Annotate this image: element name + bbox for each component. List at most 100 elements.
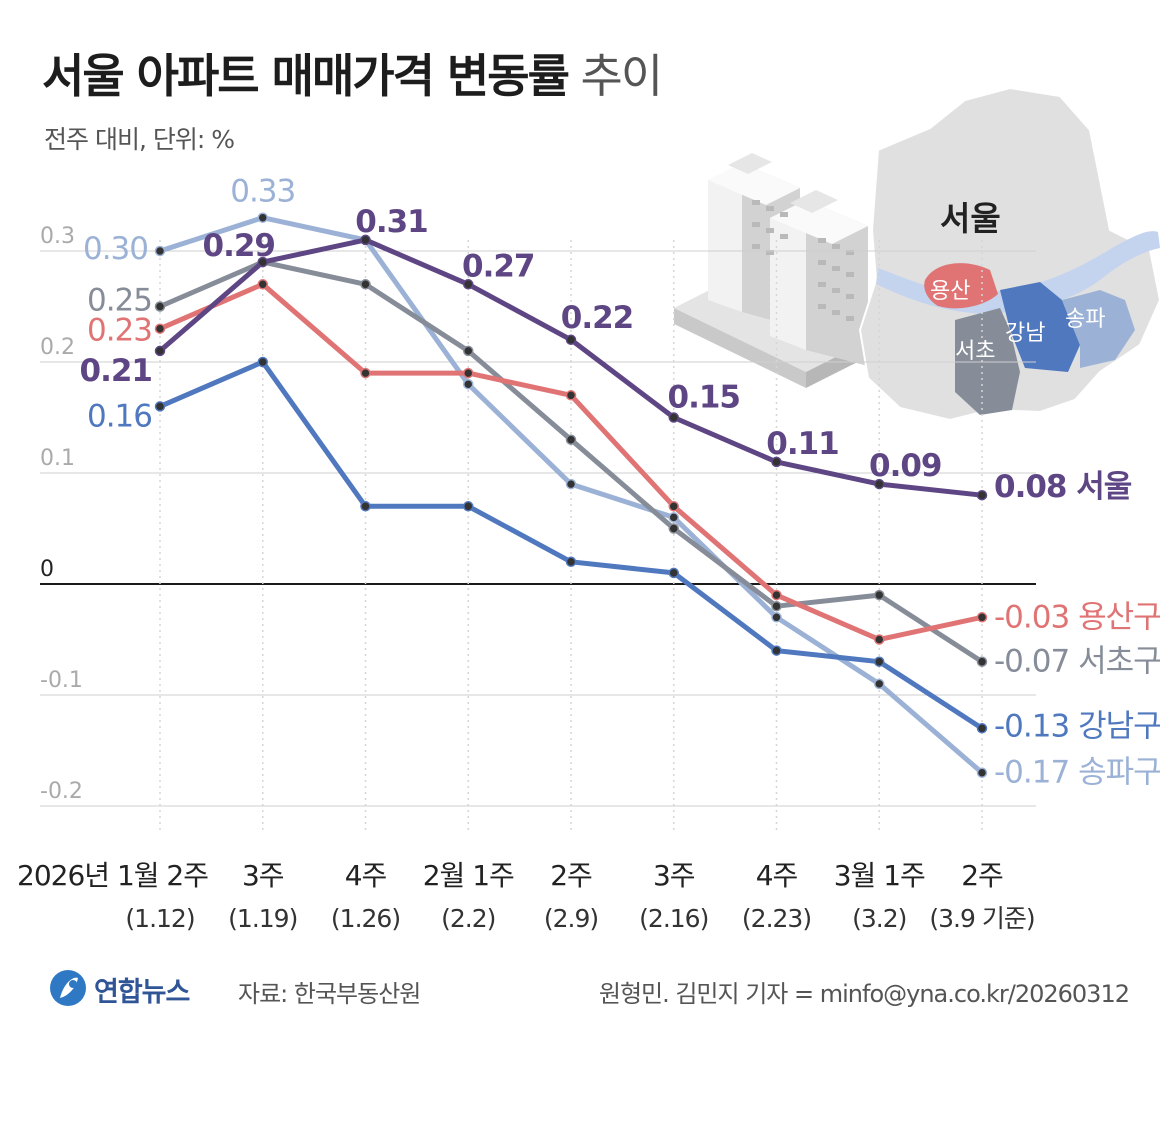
data-point	[257, 356, 268, 368]
data-point	[463, 378, 474, 390]
data-point	[874, 656, 885, 667]
x-tick-label: 3월 1주	[834, 859, 925, 892]
data-point	[976, 656, 988, 667]
x-date-label: (2.2)	[441, 904, 495, 933]
series-end-label: -0.13 강남구	[994, 708, 1161, 744]
x-axis: 2026년 1월 2주 (1.12) 3주 (1.19) 4주 (1.26) 2월 1주 (2…	[17, 859, 1036, 933]
data-label: 0.27	[462, 248, 535, 284]
data-point	[668, 567, 679, 579]
data-point	[771, 612, 782, 623]
data-point	[463, 279, 474, 290]
x-tick-label: 2026년 1월 2주	[17, 859, 208, 892]
data-point	[976, 612, 988, 623]
data-point	[874, 478, 885, 490]
y-axis: 0.3 0.2 0.1 0 -0.1 -0.2	[40, 224, 83, 804]
x-date-label: (2.16)	[639, 904, 708, 933]
x-date-label: (3.2)	[852, 904, 906, 933]
data-point	[565, 556, 577, 568]
y-tick-label: 0.1	[40, 446, 75, 471]
chart-title-suffix: 추이	[580, 49, 664, 103]
data-label: 0.33	[230, 174, 295, 210]
data-point	[976, 767, 988, 778]
data-label: 0.21	[80, 353, 153, 389]
x-date-label: (1.26)	[331, 904, 400, 933]
series-서초구: 0.25 -0.07 서초구	[87, 256, 1162, 680]
data-point	[360, 501, 371, 512]
data-point	[976, 489, 988, 501]
data-label: 0.25	[87, 283, 152, 319]
data-point	[463, 501, 474, 512]
series-송파구: 0.30 0.33 -0.17 송파구	[83, 174, 1162, 791]
data-point	[565, 478, 577, 490]
x-date-label: (2.23)	[742, 904, 811, 933]
data-point	[154, 323, 166, 334]
data-point	[154, 401, 166, 412]
x-tick-label: 2주	[550, 859, 592, 892]
data-label: 0.16	[87, 398, 152, 434]
data-label: 0.22	[561, 300, 634, 336]
y-tick-label: 0.3	[40, 224, 75, 249]
x-tick-label: 2월 1주	[423, 859, 514, 892]
data-point	[565, 434, 577, 445]
x-tick-label: 3주	[242, 859, 284, 892]
data-point	[668, 512, 679, 523]
seoul-map-illustration: 서울 용산 서초 강남 송파	[858, 86, 1162, 422]
data-point	[771, 456, 782, 468]
series-end-label: -0.03 용산구	[994, 599, 1161, 635]
footer-source: 자료: 한국부동산원	[238, 980, 421, 1008]
y-tick-label: 0	[40, 557, 54, 582]
x-tick-label: 2주	[961, 859, 1003, 892]
y-tick-label: 0.2	[40, 335, 75, 360]
x-date-label: (3.9 기준)	[929, 904, 1034, 933]
series-용산구: 0.23 -0.03 용산구	[87, 279, 1162, 645]
map-label-songpa: 송파	[1065, 307, 1105, 332]
series-end-label: -0.17 송파구	[994, 755, 1161, 791]
x-date-label: (2.9)	[544, 904, 598, 933]
map-label-seoul: 서울	[940, 199, 1001, 238]
series-서울: 0.21 0.29 0.31 0.27 0.22 0.15 0.11 0.09 0.08 서울	[80, 204, 1133, 505]
map-label-yongsan: 용산	[930, 279, 970, 304]
data-point	[771, 589, 782, 601]
data-point	[668, 523, 679, 534]
x-tick-label: 4주	[756, 859, 798, 892]
data-point	[668, 412, 679, 423]
data-point	[771, 645, 782, 656]
data-point	[257, 256, 268, 268]
series-end-label: -0.07 서초구	[994, 644, 1161, 680]
data-point	[154, 345, 166, 357]
series-end-label: 0.08 서울	[994, 469, 1132, 505]
chart-subtitle: 전주 대비, 단위: %	[44, 125, 235, 154]
data-point	[565, 334, 577, 346]
data-point	[463, 345, 474, 357]
chart-title: 서울 아파트 매매가격 변동률 추이	[42, 40, 664, 106]
y-tick-label: -0.2	[40, 779, 83, 804]
data-point	[874, 589, 885, 601]
data-label: 0.30	[83, 231, 148, 267]
data-point	[874, 634, 885, 645]
footer-credit: 원형민. 김민지 기자 = minfo@yna.co.kr/20260312	[598, 980, 1130, 1008]
data-point	[771, 600, 782, 612]
data-label: 0.29	[203, 228, 276, 264]
x-tick-label: 3주	[653, 859, 695, 892]
chart-title-main: 서울 아파트 매매가격 변동률	[42, 49, 570, 103]
data-label: 0.09	[869, 448, 942, 484]
chart-grid	[40, 240, 1036, 830]
footer-brand: 연합뉴스	[94, 977, 190, 1008]
data-label: 0.11	[766, 426, 839, 462]
x-tick-label: 4주	[345, 859, 387, 892]
data-point	[565, 390, 577, 401]
series-강남구: 0.16 -0.13 강남구	[87, 356, 1162, 744]
data-point	[463, 367, 474, 379]
map-label-gangnam: 강남	[1005, 321, 1045, 346]
data-point	[360, 234, 371, 246]
data-label: 0.15	[668, 380, 741, 416]
map-label-seocho: 서초	[955, 339, 995, 364]
apartment-buildings-illustration	[674, 153, 905, 388]
x-date-label: (1.19)	[228, 904, 297, 933]
data-point	[154, 245, 166, 257]
data-point	[668, 501, 679, 512]
chart-series: 0.30 0.33 -0.17 송파구 0.25 -0.07 서초구 0.23 -0.03 …	[80, 174, 1162, 791]
data-point	[360, 367, 371, 379]
data-point	[874, 678, 885, 690]
